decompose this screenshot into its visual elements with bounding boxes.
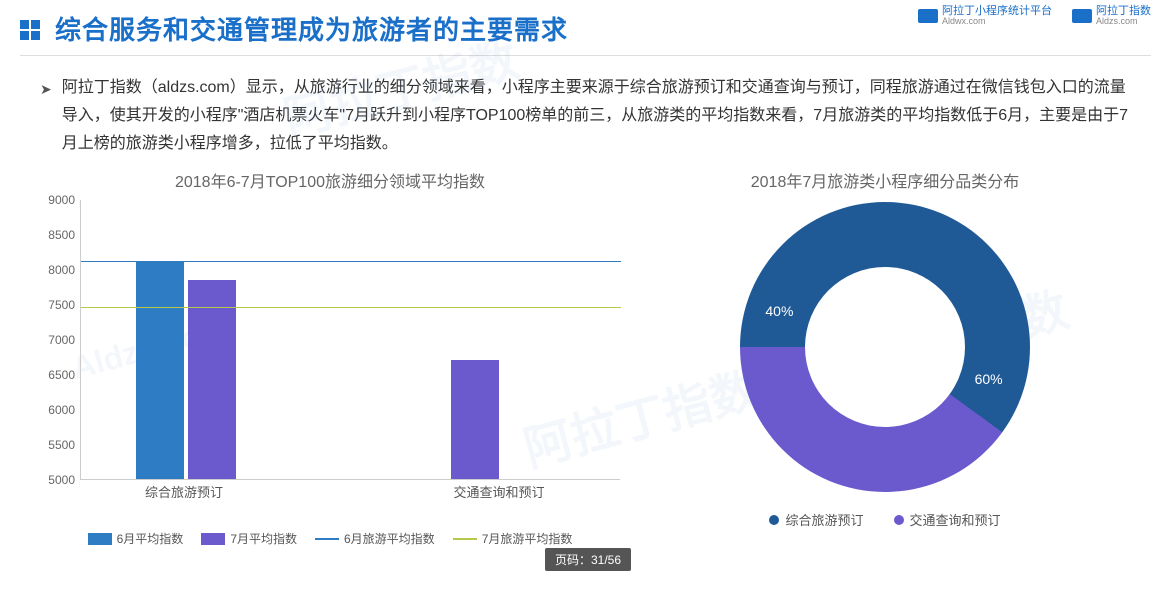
x-axis-label: 综合旅游预订	[145, 482, 223, 501]
legend-item: 综合旅游预订	[769, 510, 863, 529]
logo-sub: Aldzs.com	[1096, 17, 1151, 27]
legend-item: 6月旅游平均指数	[315, 530, 435, 547]
header: 综合服务和交通管理成为旅游者的主要需求 阿拉丁小程序统计平台 Aldwx.com…	[0, 0, 1171, 47]
page-title: 综合服务和交通管理成为旅游者的主要需求	[55, 10, 568, 47]
bar	[188, 280, 236, 480]
legend-item: 交通查询和预订	[894, 510, 1001, 529]
logo-aldwx: 阿拉丁小程序统计平台 Aldwx.com	[918, 5, 1052, 27]
legend-label: 7月平均指数	[230, 530, 297, 547]
logo-icon	[1072, 9, 1092, 23]
bar-chart: 2018年6-7月TOP100旅游细分领域平均指数 5000 5500 6000 65…	[30, 168, 630, 547]
charts-row: 2018年6-7月TOP100旅游细分领域平均指数 5000 5500 6000 65…	[0, 168, 1171, 547]
y-tick-label: 5000	[30, 473, 75, 487]
legend-item: 7月平均指数	[201, 530, 297, 547]
legend-label: 6月旅游平均指数	[344, 530, 435, 547]
legend-line	[453, 538, 477, 540]
y-tick-label: 9000	[30, 193, 75, 207]
x-axis-label: 交通查询和预订	[453, 482, 544, 501]
legend-label: 综合旅游预订	[785, 510, 863, 529]
body-paragraph: ➤ 阿拉丁指数（aldzs.com）显示，从旅游行业的细分领域来看，小程序主要来…	[0, 56, 1171, 168]
donut-slice-label: 60%	[975, 371, 1003, 387]
donut-chart: 2018年7月旅游类小程序细分品类分布 60% 40% 综合旅游预订 交通查询和预订	[650, 168, 1120, 547]
bullet-icon: ➤	[40, 77, 52, 158]
logo-icon	[918, 9, 938, 23]
donut-slice-label: 40%	[765, 303, 793, 319]
legend-item: 7月旅游平均指数	[453, 530, 573, 547]
legend-swatch	[201, 533, 225, 545]
logo-sub: Aldwx.com	[942, 17, 1052, 27]
donut-hole	[805, 267, 965, 427]
donut-chart-title: 2018年7月旅游类小程序细分品类分布	[650, 168, 1120, 192]
reference-line	[81, 261, 621, 262]
legend-label: 6月平均指数	[117, 530, 184, 547]
bar-plot-area: 综合旅游预订交通查询和预订	[80, 200, 620, 480]
y-axis: 500055006000650070007500800085009000	[30, 200, 80, 500]
bar-chart-legend: 6月平均指数 7月平均指数 6月旅游平均指数 7月旅游平均指数	[30, 530, 630, 547]
page-indicator: 页码：31/56	[545, 548, 631, 571]
y-tick-label: 8500	[30, 228, 75, 242]
legend-label: 7月旅游平均指数	[482, 530, 573, 547]
legend-dot	[769, 515, 779, 525]
y-tick-label: 6500	[30, 368, 75, 382]
legend-dot	[894, 515, 904, 525]
bar	[136, 262, 184, 479]
legend-line	[315, 538, 339, 540]
brand-logos: 阿拉丁小程序统计平台 Aldwx.com 阿拉丁指数 Aldzs.com	[918, 5, 1151, 27]
legend-item: 6月平均指数	[88, 530, 184, 547]
title-bullet-icon	[20, 20, 40, 40]
legend-swatch	[88, 533, 112, 545]
y-tick-label: 8000	[30, 263, 75, 277]
y-tick-label: 7000	[30, 333, 75, 347]
y-tick-label: 6000	[30, 403, 75, 417]
reference-line	[81, 307, 621, 308]
donut-chart-legend: 综合旅游预订 交通查询和预订	[650, 510, 1120, 529]
body-text-content: 阿拉丁指数（aldzs.com）显示，从旅游行业的细分领域来看，小程序主要来源于…	[62, 74, 1131, 158]
bar	[451, 360, 499, 479]
legend-label: 交通查询和预订	[910, 510, 1001, 529]
logo-aldzs: 阿拉丁指数 Aldzs.com	[1072, 5, 1151, 27]
bar-chart-title: 2018年6-7月TOP100旅游细分领域平均指数	[30, 168, 630, 192]
y-tick-label: 5500	[30, 438, 75, 452]
y-tick-label: 7500	[30, 298, 75, 312]
donut-ring: 60% 40%	[740, 202, 1030, 492]
